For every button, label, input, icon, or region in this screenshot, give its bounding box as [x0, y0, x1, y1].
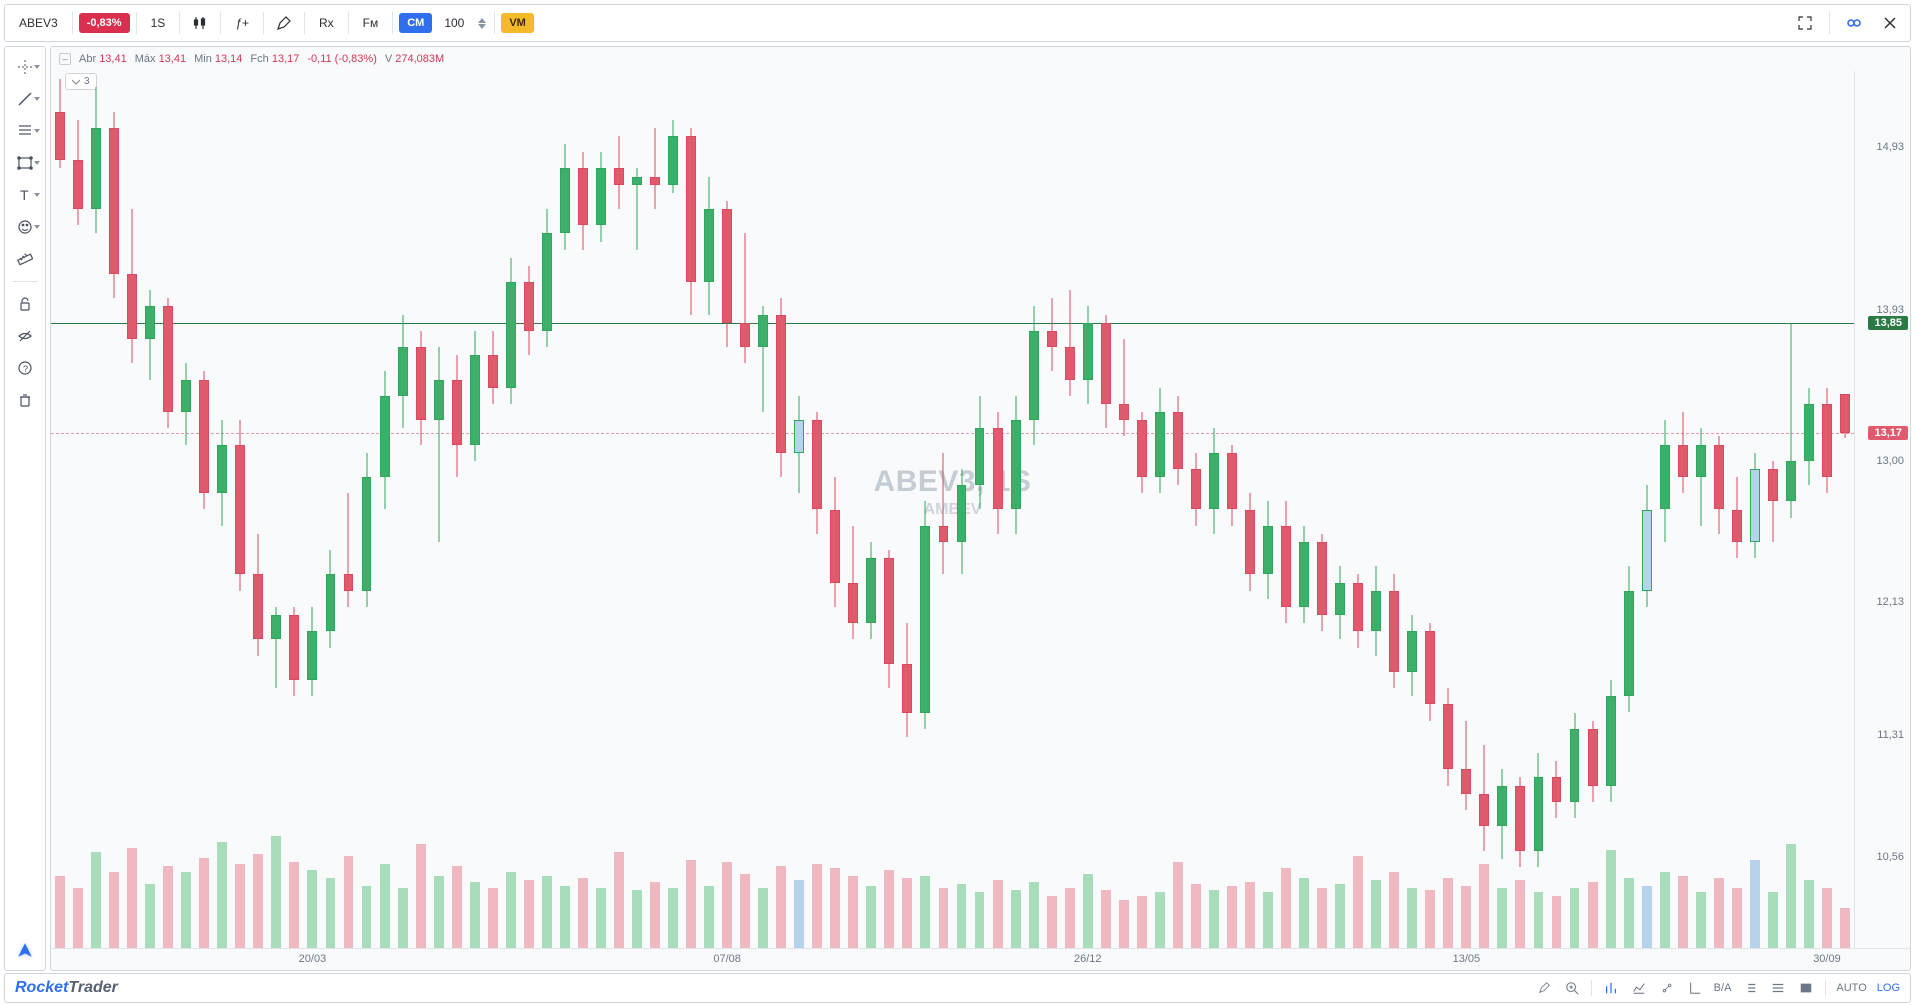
- close-button[interactable]: [1876, 10, 1904, 36]
- text-tool[interactable]: T: [8, 181, 42, 209]
- quantity-input[interactable]: 100: [436, 10, 472, 36]
- footer-bar: RocketTrader B/A AUTO LOG: [4, 973, 1911, 1003]
- link-button[interactable]: [1840, 10, 1868, 36]
- lock-tool[interactable]: [8, 290, 42, 318]
- collapse-icon[interactable]: –: [59, 53, 71, 65]
- time-axis[interactable]: 20/0307/0826/1213/0530/09: [51, 948, 1910, 970]
- navigate-tool[interactable]: [8, 936, 42, 964]
- fullscreen-button[interactable]: [1791, 10, 1819, 36]
- rx-button[interactable]: Rx: [311, 10, 342, 36]
- bar-style-2-icon[interactable]: [1630, 979, 1648, 997]
- help-tool[interactable]: ?: [8, 354, 42, 382]
- top-toolbar: ABEV3 -0,83% 1S ƒ+ Rx Fᴍ CM 100 VM: [4, 4, 1911, 42]
- bar-style-1-icon[interactable]: [1602, 979, 1620, 997]
- fib-tool[interactable]: [8, 117, 42, 145]
- pencil-button[interactable]: [270, 10, 298, 36]
- hide-tool[interactable]: [8, 322, 42, 350]
- change-badge: -0,83%: [79, 13, 130, 33]
- chart-watermark: ABEV3, 1S AMBEV: [874, 465, 1032, 519]
- svg-text:T: T: [20, 187, 29, 203]
- symbol-selector[interactable]: ABEV3: [11, 10, 66, 36]
- trash-tool[interactable]: [8, 386, 42, 414]
- edit-icon[interactable]: [1535, 979, 1553, 997]
- chart-panel: – Abr 13,41 Máx 13,41 Min 13,14 Fch 13,1…: [50, 46, 1911, 971]
- scale-left-icon[interactable]: [1686, 979, 1704, 997]
- drawing-toolbar: T ?: [4, 46, 46, 971]
- indicators-button[interactable]: ƒ+: [227, 10, 257, 36]
- marker-icon[interactable]: [1658, 979, 1676, 997]
- fm-button[interactable]: Fᴍ: [355, 10, 387, 36]
- ruler-tool[interactable]: [8, 245, 42, 273]
- log-button[interactable]: LOG: [1877, 982, 1900, 994]
- ba-button[interactable]: B/A: [1714, 982, 1732, 994]
- price-axis[interactable]: 14,9313,9313,0012,1311,3110,5613,8513,17: [1854, 71, 1910, 948]
- line-tool[interactable]: [8, 85, 42, 113]
- svg-text:?: ?: [23, 364, 28, 374]
- quantity-stepper[interactable]: [476, 10, 488, 36]
- price-plot[interactable]: ABEV3, 1S AMBEV: [51, 71, 1854, 948]
- emoji-tool[interactable]: [8, 213, 42, 241]
- cursor-tool[interactable]: [8, 53, 42, 81]
- brand-logo: RocketTrader: [15, 979, 118, 997]
- fill-icon[interactable]: [1797, 979, 1815, 997]
- vm-badge[interactable]: VM: [501, 13, 534, 33]
- shape-tool[interactable]: [8, 149, 42, 177]
- auto-button[interactable]: AUTO: [1836, 982, 1866, 994]
- zoom-icon[interactable]: [1563, 979, 1581, 997]
- list-1-icon[interactable]: [1741, 979, 1759, 997]
- chart-type-button[interactable]: [186, 10, 214, 36]
- list-2-icon[interactable]: [1769, 979, 1787, 997]
- ohlc-readout: – Abr 13,41 Máx 13,41 Min 13,14 Fch 13,1…: [51, 47, 1910, 71]
- interval-selector[interactable]: 1S: [143, 10, 174, 36]
- cm-badge[interactable]: CM: [399, 13, 432, 33]
